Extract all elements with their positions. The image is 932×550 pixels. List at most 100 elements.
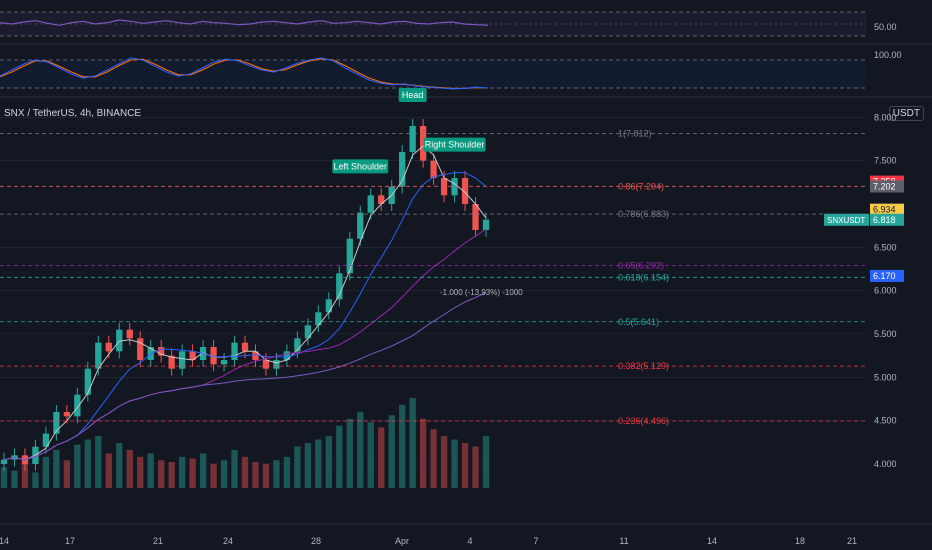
volume-bar	[294, 446, 301, 488]
candle-body	[472, 204, 479, 230]
candle-body	[220, 360, 228, 365]
candle-body	[241, 342, 249, 352]
volume-bar	[472, 446, 479, 488]
candle-body	[294, 338, 301, 352]
volume-bar	[283, 456, 291, 488]
price-badge-label: 6.170	[873, 271, 896, 281]
volume-bar	[482, 436, 490, 488]
price-tick-label: 4.500	[874, 416, 897, 426]
volume-bar	[220, 460, 228, 488]
candle-body	[461, 178, 469, 204]
symbol-badge-label: SNXUSDT	[827, 216, 865, 225]
symbol-badge	[824, 213, 869, 226]
volume-bar	[461, 443, 469, 488]
candle-body	[137, 338, 144, 360]
volume-bar	[137, 456, 144, 488]
currency-button[interactable]: USDT	[888, 106, 924, 121]
candle-body	[231, 342, 238, 360]
volume-bar	[0, 467, 8, 488]
left-shoulder-badge	[332, 159, 389, 174]
stoch-tick-label: 100.00	[874, 50, 902, 60]
ma-slowest-line	[3, 292, 487, 461]
volume-bar	[53, 449, 60, 488]
time-tick-label: 21	[847, 536, 857, 546]
volume-bar	[304, 443, 312, 488]
volume-bar	[95, 436, 102, 488]
candle-body	[409, 126, 416, 152]
candle-body	[399, 152, 406, 187]
time-tick-label: 24	[223, 536, 233, 546]
fib-level-label: 0.618(6.154)	[618, 272, 669, 282]
candle-body	[74, 394, 81, 417]
volume-bar	[399, 404, 406, 488]
price-tick-label: 6.500	[874, 242, 897, 252]
ma-fast-line	[3, 145, 487, 461]
candle-body	[283, 351, 291, 360]
candle-body	[357, 212, 364, 239]
candle-body	[0, 459, 8, 464]
volume-bar	[231, 449, 238, 488]
candle-body	[158, 347, 165, 356]
volume-bar	[430, 429, 437, 488]
volume-bar	[336, 425, 343, 488]
volume-bar	[158, 460, 165, 488]
fib-level-label: 1(7.812)	[618, 129, 652, 139]
candle-body	[315, 312, 322, 326]
price-tick-label: 5.500	[874, 329, 897, 339]
target-label: -1.000 (-13.93%) -1000	[440, 288, 523, 297]
candle-body	[189, 351, 196, 360]
price-tick-label: 7.500	[874, 156, 897, 166]
candle-body	[105, 342, 112, 352]
right-shoulder-label: Right Shoulder	[425, 140, 485, 150]
volume-bar	[84, 439, 91, 488]
volume-bar	[147, 453, 154, 488]
volume-bar	[367, 422, 374, 488]
ma-mid-line	[3, 172, 487, 461]
volume-bar	[262, 463, 270, 488]
time-tick-label: 21	[153, 536, 163, 546]
volume-bar	[346, 418, 353, 488]
candle-body	[126, 329, 133, 339]
time-tick-label: 11	[619, 536, 628, 546]
volume-bar	[388, 415, 395, 488]
volume-bar	[440, 436, 448, 488]
price-badge	[870, 213, 904, 226]
fib-level-label: 0.382(5.129)	[618, 361, 669, 371]
price-badge-label: 6.818	[873, 215, 896, 225]
candle-body	[346, 238, 353, 274]
volume-bar	[32, 472, 39, 488]
volume-bar	[189, 458, 196, 488]
time-tick-label: 17	[65, 536, 75, 546]
candle-body	[210, 347, 217, 365]
fib-level-label: 0.786(6.883)	[618, 209, 669, 219]
right-shoulder-badge	[423, 137, 486, 152]
time-tick-label: 7	[533, 536, 538, 546]
symbol-title: SNX / TetherUS, 4h, BINANCE	[4, 108, 142, 119]
candle-body	[63, 412, 71, 417]
candle-body	[430, 160, 437, 178]
candle-body	[168, 355, 175, 369]
left-shoulder-label: Left Shoulder	[333, 161, 387, 171]
candle-body	[419, 126, 427, 161]
volume-bar	[116, 443, 123, 488]
time-tick-label: 14	[0, 536, 9, 546]
volume-bar	[105, 453, 112, 488]
stoch-fast-line	[0, 57, 489, 90]
candle-body	[42, 433, 50, 447]
volume-bar	[178, 456, 186, 488]
price-badge-label: 6.934	[873, 205, 896, 215]
volume-bar	[168, 462, 175, 488]
volume-bar	[273, 460, 280, 488]
candle-body	[304, 325, 312, 339]
volume-bar	[21, 463, 29, 488]
candle-body	[95, 342, 102, 369]
candle-body	[273, 360, 280, 369]
volume-bar	[409, 398, 416, 488]
fib-level-label: 0.86(7.204)	[618, 181, 664, 191]
volume-bar	[241, 456, 249, 488]
time-tick-label: 18	[795, 536, 805, 546]
candle-body	[262, 360, 270, 369]
candle-body	[451, 178, 458, 196]
rsi-line	[0, 19, 489, 26]
